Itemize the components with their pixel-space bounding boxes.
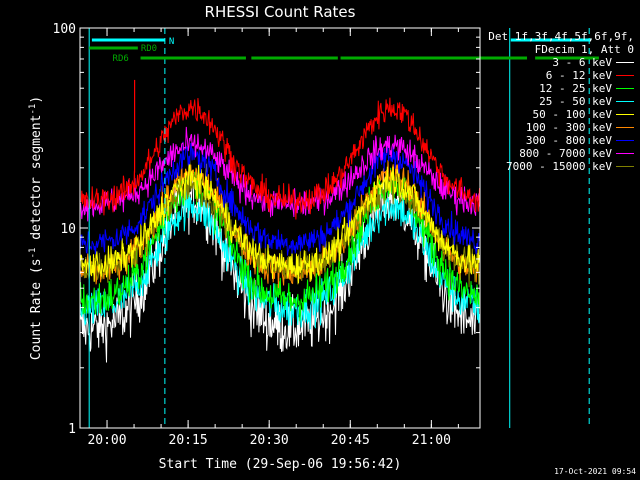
legend-item: 6 - 12 keV — [478, 69, 634, 82]
legend-item: 25 - 50 keV — [478, 95, 634, 108]
x-tick-label: 20:45 — [331, 433, 370, 448]
legend-item-label: 100 - 300 keV — [525, 121, 612, 134]
y-axis-label-sup2: -1 — [28, 104, 38, 115]
legend-header-line-2: FDecim 1, Att 0 — [534, 43, 634, 56]
axis-layer: 20:00 20:15 20:30 20:45 21:00 1 10 100 — [53, 22, 480, 448]
series-line-3 — [80, 187, 480, 330]
legend-swatch — [616, 88, 634, 89]
legend-item: 100 - 300 keV — [478, 121, 634, 134]
y-tick-label: 10 — [60, 222, 76, 237]
chart-title: RHESSI Count Rates — [205, 3, 356, 21]
legend-item-label: 300 - 800 keV — [525, 134, 612, 147]
decim-label: RD6 — [113, 54, 129, 64]
legend-item: 50 - 100 keV — [478, 108, 634, 121]
legend-item-label: 800 - 7000 keV — [519, 147, 612, 160]
legend-swatch — [616, 153, 634, 154]
x-tick-label: 20:00 — [87, 433, 126, 448]
legend-swatch — [616, 166, 634, 167]
x-axis-label: Start Time (29-Sep-06 19:56:42) — [159, 457, 402, 472]
y-tick-label: 1 — [68, 422, 76, 437]
legend-swatch — [616, 140, 634, 141]
legend-item-label: 3 - 6 keV — [552, 56, 612, 69]
legend-rows: 3 - 6 keV 6 - 12 keV 12 - 25 keV 25 - 50 ke… — [478, 56, 634, 173]
legend-swatch — [616, 101, 634, 102]
legend-item: 300 - 800 keV — [478, 134, 634, 147]
marker-layer: N RD0 RD6 — [88, 28, 599, 428]
y-axis-label-sup: -1 — [28, 248, 38, 259]
y-axis-label-main: Count Rate (s — [29, 258, 44, 360]
legend-item: 7000 - 15000 keV — [478, 160, 634, 173]
legend-swatch — [616, 127, 634, 128]
x-tick-label: 20:30 — [250, 433, 289, 448]
saa-label: N — [169, 37, 174, 47]
legend-item-label: 7000 - 15000 keV — [506, 160, 612, 173]
x-tick-label: 21:00 — [412, 433, 451, 448]
series-line-4 — [80, 156, 480, 284]
legend-item: 12 - 25 keV — [478, 82, 634, 95]
legend-item: 3 - 6 keV — [478, 56, 634, 69]
y-axis-label-rest: detector segment — [29, 115, 44, 248]
legend-swatch — [616, 62, 634, 63]
legend-swatch — [616, 75, 634, 76]
legend: Det 1f,3f,4f,5f,6f,9f, FDecim 1, Att 0 3… — [478, 30, 634, 173]
data-layer — [80, 79, 480, 363]
x-tick-label: 20:15 — [169, 433, 208, 448]
legend-item-label: 50 - 100 keV — [532, 108, 612, 121]
legend-item: 800 - 7000 keV — [478, 147, 634, 160]
legend-item-label: 12 - 25 keV — [539, 82, 612, 95]
legend-item-label: 25 - 50 keV — [539, 95, 612, 108]
decim-label: RD0 — [141, 44, 157, 54]
series-line-6 — [80, 141, 480, 256]
y-tick-label: 100 — [53, 22, 76, 37]
y-axis-label: Count Rate (s-1 detector segment-1) — [28, 96, 44, 360]
legend-item-label: 6 - 12 keV — [545, 69, 612, 82]
footer-timestamp: 17-Oct-2021 09:54 — [554, 467, 636, 476]
legend-header-line-1: Det 1f,3f,4f,5f,6f,9f, — [488, 30, 634, 43]
legend-swatch — [616, 114, 634, 115]
series-line-1 — [80, 97, 480, 220]
y-axis-label-end: ) — [29, 96, 44, 104]
